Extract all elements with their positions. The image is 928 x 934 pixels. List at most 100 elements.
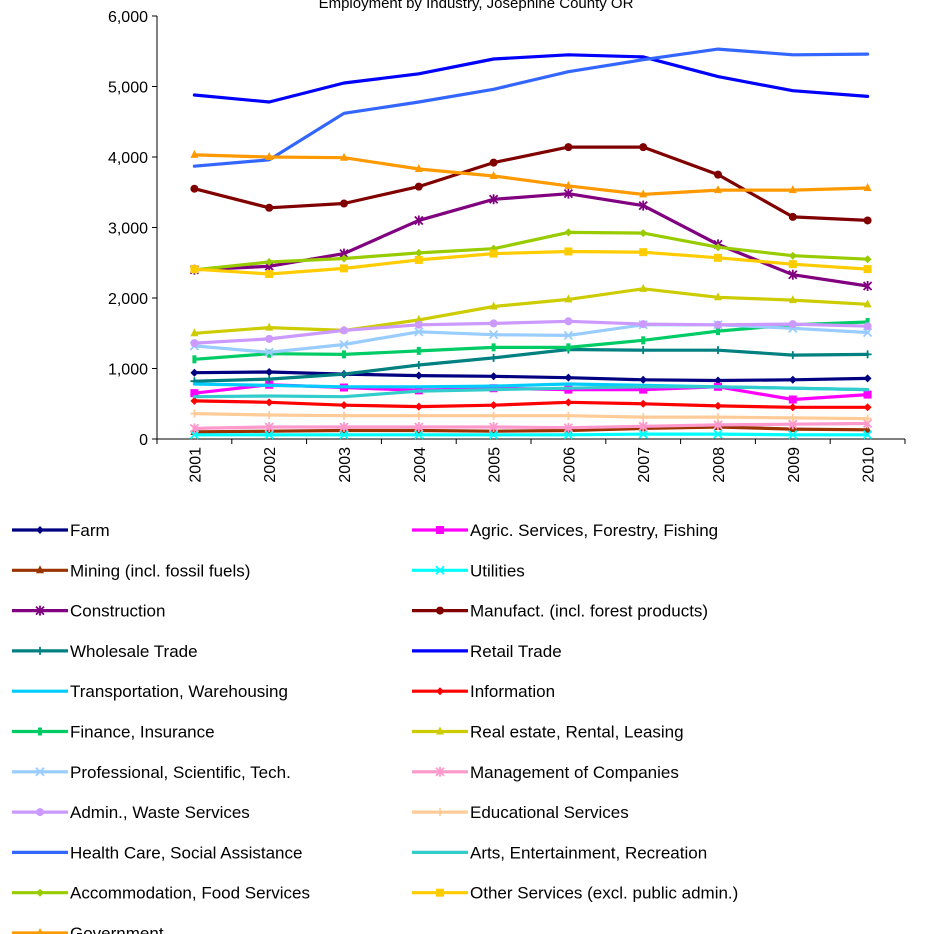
legend-label: Wholesale Trade — [70, 642, 198, 661]
data-point — [488, 422, 499, 433]
series-information — [190, 396, 872, 412]
legend-label: Information — [470, 682, 555, 701]
data-point — [414, 182, 423, 191]
legend-label: Other Services (excl. public admin.) — [470, 884, 738, 903]
legend-label: Health Care, Social Assistance — [70, 843, 302, 862]
legend-label: Transportation, Warehousing — [70, 682, 288, 701]
x-tick-label: 2003 — [337, 447, 354, 483]
data-point — [638, 429, 648, 439]
data-point — [339, 422, 349, 433]
legend-item: Management of Companies — [412, 763, 679, 782]
data-point — [190, 339, 199, 348]
data-point — [190, 396, 199, 405]
legend-swatch-marker — [436, 526, 444, 534]
x-tick-label: 2001 — [187, 447, 204, 483]
data-point — [564, 228, 573, 237]
y-tick-label: 5,000 — [108, 80, 148, 97]
data-point — [340, 264, 348, 273]
series-line — [192, 347, 870, 383]
data-point — [414, 422, 424, 433]
y-tick-label: 2,000 — [108, 291, 148, 308]
legend-label: Utilities — [470, 561, 525, 580]
data-point — [190, 409, 199, 418]
legend-swatch-marker — [435, 565, 445, 575]
data-point — [265, 368, 274, 377]
data-point — [639, 143, 648, 152]
legend-label: Mining (incl. fossil fuels) — [70, 561, 250, 580]
data-point — [265, 398, 274, 407]
data-point — [414, 163, 423, 172]
legend-item: Farm — [12, 521, 110, 540]
legend-label: Arts, Entertainment, Recreation — [470, 843, 707, 862]
data-point — [639, 189, 648, 198]
legend-label: Management of Companies — [470, 763, 679, 782]
legend-label: Farm — [70, 521, 110, 540]
legend-swatch-marker — [35, 767, 45, 777]
data-point — [639, 375, 648, 384]
legend-item: Professional, Scientific, Tech. — [12, 763, 291, 782]
data-point — [340, 326, 348, 335]
data-point — [714, 413, 722, 422]
legend-item: Finance, Insurance — [12, 723, 215, 742]
legend-item: Accommodation, Food Services — [12, 884, 310, 903]
data-point — [639, 346, 648, 355]
data-point — [713, 419, 723, 430]
data-point — [340, 411, 348, 420]
legend-label: Manufact. (incl. forest products) — [470, 602, 708, 621]
data-point — [564, 317, 573, 326]
legend-swatch-marker — [436, 687, 444, 696]
data-point — [190, 265, 199, 274]
legend-label: Finance, Insurance — [70, 723, 215, 742]
data-point — [714, 170, 722, 179]
data-point — [564, 411, 573, 420]
data-point — [488, 194, 499, 205]
data-point — [489, 372, 498, 381]
legend-item: Other Services (excl. public admin.) — [412, 884, 738, 903]
data-point — [863, 255, 872, 264]
data-point — [563, 188, 574, 199]
data-point — [863, 265, 872, 274]
legend-item: Manufact. (incl. forest products) — [412, 602, 708, 621]
series-line — [192, 153, 870, 196]
series-retail-trade — [192, 53, 870, 104]
data-point — [564, 373, 573, 382]
data-point — [489, 319, 498, 328]
legend-label: Real estate, Rental, Leasing — [470, 723, 684, 742]
series-line — [192, 412, 870, 421]
data-point — [716, 327, 720, 336]
legend-item: Health Care, Social Assistance — [12, 843, 302, 862]
series-line — [192, 230, 870, 272]
data-point — [265, 270, 274, 279]
data-point — [488, 430, 499, 440]
data-point — [414, 215, 424, 226]
y-tick-label: 3,000 — [108, 221, 148, 238]
data-point — [639, 248, 648, 257]
series-line — [192, 370, 870, 383]
legend-item: Educational Services — [412, 803, 629, 822]
legend-label: Accommodation, Food Services — [70, 884, 310, 903]
series-manufact-incl-forest-products — [190, 143, 872, 225]
data-point — [714, 320, 722, 329]
data-point — [414, 255, 423, 264]
data-point — [564, 180, 573, 189]
data-point — [788, 251, 797, 260]
legend-swatch-marker — [36, 565, 44, 574]
data-point — [862, 327, 873, 338]
legend-label: Professional, Scientific, Tech. — [70, 763, 291, 782]
series-line — [192, 425, 870, 434]
x-tick-label: 2010 — [861, 447, 878, 483]
data-point — [713, 429, 723, 439]
data-point — [414, 360, 423, 369]
chart-title: Employment by Industry, Josephine County… — [319, 0, 634, 12]
data-point — [863, 350, 872, 359]
data-point — [714, 243, 722, 252]
data-point — [190, 149, 199, 158]
data-point — [714, 253, 722, 262]
legend-item: Wholesale Trade — [12, 642, 198, 661]
y-tick-label: 6,000 — [108, 9, 148, 26]
data-point — [190, 328, 199, 337]
legend-item: Retail Trade — [412, 642, 562, 661]
legend-swatch-marker — [36, 888, 44, 897]
data-point — [788, 413, 797, 422]
